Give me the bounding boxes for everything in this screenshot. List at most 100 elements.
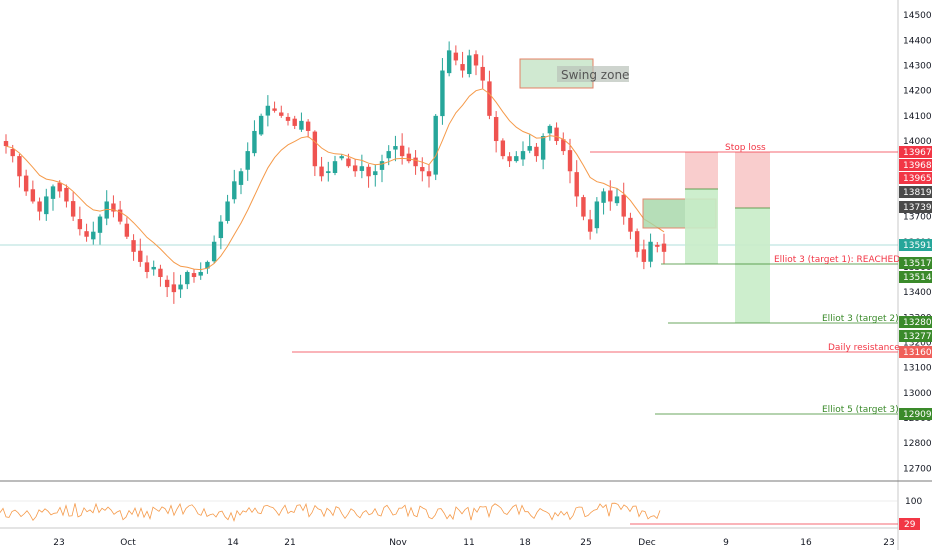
- candle-body: [238, 171, 244, 185]
- x-tick-label: 18: [519, 538, 531, 548]
- candle-body: [608, 190, 613, 202]
- candle-body: [514, 156, 519, 162]
- candle-body: [433, 115, 438, 175]
- y-tick-label: 14000: [903, 137, 932, 147]
- swing-zone-label: Swing zone: [561, 68, 629, 82]
- y-tick-label: 12700: [903, 464, 932, 474]
- candle-body: [299, 120, 304, 130]
- candle-body: [326, 171, 331, 174]
- x-tick-label: 11: [463, 538, 474, 548]
- candle-body: [460, 64, 465, 71]
- rsi-value-text: 29: [904, 520, 916, 530]
- x-tick-label: 25: [580, 538, 591, 548]
- candle-body: [641, 249, 647, 262]
- candle-body: [628, 217, 633, 232]
- target2-label: Elliot 3 (target 2): [822, 314, 899, 324]
- candle-body: [567, 150, 573, 172]
- candle-body: [30, 189, 36, 202]
- candle-body: [319, 166, 324, 177]
- price-tag: [899, 239, 932, 251]
- candles: [3, 41, 667, 304]
- candle-body: [393, 146, 398, 150]
- candle-body: [379, 161, 385, 170]
- candle-body: [84, 231, 89, 237]
- candle-body: [594, 201, 600, 229]
- price-tag-text: 13965: [903, 174, 932, 184]
- price-tag: [899, 186, 932, 198]
- candle-body: [77, 219, 83, 230]
- candle-body: [91, 231, 96, 240]
- price-tag: [899, 159, 932, 171]
- candle-body: [64, 187, 69, 202]
- price-tag: [899, 330, 932, 342]
- candle-body: [446, 50, 452, 74]
- target3-label: Elliot 5 (target 3): [822, 405, 899, 415]
- price-tag-text: 13968: [903, 161, 932, 171]
- candle-body: [406, 153, 412, 162]
- candle-body: [211, 241, 217, 262]
- y-tick-label: 14500: [903, 11, 932, 21]
- candle-body: [50, 186, 56, 199]
- target-box-2[interactable]: [735, 208, 770, 323]
- candle-body: [218, 221, 224, 239]
- swing-zone-label-bg: [557, 66, 629, 82]
- price-tag-text: 13591: [903, 241, 932, 251]
- price-tag-text: 13277: [903, 332, 932, 342]
- candle-body: [178, 284, 183, 290]
- price-tag-text: 13739: [903, 203, 932, 213]
- candle-body: [252, 130, 257, 154]
- candle-body: [245, 151, 250, 170]
- rsi-line: [0, 502, 661, 522]
- candle-body: [332, 161, 338, 173]
- y-tick-label: 13700: [903, 213, 932, 223]
- price-tag: [899, 271, 932, 283]
- stop-loss-label: Stop loss: [725, 143, 766, 153]
- price-tag: [899, 316, 932, 328]
- candle-body: [191, 273, 197, 278]
- y-tick-label: 14400: [903, 36, 932, 46]
- candle-body: [352, 165, 358, 172]
- target-box-1[interactable]: [685, 189, 718, 264]
- candle-body: [70, 201, 76, 217]
- candle-body: [413, 157, 418, 167]
- candle-body: [453, 52, 459, 61]
- candle-body: [17, 156, 22, 177]
- y-tick-label: 14200: [903, 87, 932, 97]
- candle-body: [399, 145, 405, 157]
- price-tag-text: 13517: [903, 259, 932, 269]
- candle-body: [305, 121, 311, 131]
- price-tag-text: 13967: [903, 148, 932, 158]
- y-tick-label: 13100: [903, 364, 932, 374]
- candle-body: [225, 201, 230, 221]
- candle-body: [144, 262, 150, 272]
- price-tag-text: 12909: [903, 410, 932, 420]
- candle-body: [138, 250, 143, 262]
- price-tag: [899, 257, 932, 269]
- candle-body: [473, 54, 479, 66]
- candle-body: [661, 243, 667, 252]
- price-tag-text: 13819: [903, 188, 932, 198]
- price-tag: [899, 146, 932, 158]
- candle-body: [151, 266, 156, 270]
- candle-body: [131, 240, 136, 252]
- candle-body: [285, 116, 291, 121]
- candle-body: [10, 148, 15, 157]
- rsi-value-tag: [899, 518, 920, 530]
- price-tag: [899, 201, 932, 213]
- price-tag: [899, 408, 932, 420]
- x-tick-label: Nov: [389, 538, 407, 548]
- x-tick-label: 23: [53, 538, 64, 548]
- candle-body: [634, 231, 640, 252]
- candle-body: [386, 151, 391, 159]
- candle-body: [171, 284, 177, 293]
- stop-box-1[interactable]: [685, 152, 718, 189]
- y-tick-label: 12800: [903, 439, 932, 449]
- stop-box-2[interactable]: [735, 152, 770, 208]
- candle-body: [111, 203, 116, 212]
- y-tick-label: 13200: [903, 338, 932, 348]
- candle-body: [3, 141, 9, 147]
- candle-body: [185, 271, 190, 285]
- candle-body: [426, 171, 432, 177]
- x-tick-label: Oct: [120, 538, 136, 548]
